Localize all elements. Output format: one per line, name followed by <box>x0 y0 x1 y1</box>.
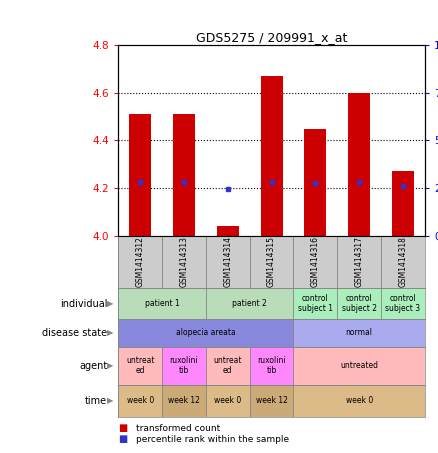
Text: GSM1414318: GSM1414318 <box>399 236 407 287</box>
Text: week 0: week 0 <box>346 396 373 405</box>
Text: ▶: ▶ <box>107 396 113 405</box>
Text: agent: agent <box>79 361 107 371</box>
Bar <box>118 319 293 347</box>
Text: ■: ■ <box>118 423 127 433</box>
Text: week 0: week 0 <box>214 396 241 405</box>
Bar <box>381 236 425 288</box>
Text: control
subject 1: control subject 1 <box>298 294 333 313</box>
Bar <box>118 385 162 417</box>
Text: normal: normal <box>346 328 373 337</box>
Text: GSM1414313: GSM1414313 <box>180 236 188 287</box>
Text: ruxolini
tib: ruxolini tib <box>170 356 198 376</box>
Bar <box>250 236 293 288</box>
Bar <box>217 226 239 236</box>
Text: GSM1414312: GSM1414312 <box>136 236 145 287</box>
Text: control
subject 2: control subject 2 <box>342 294 377 313</box>
Text: percentile rank within the sample: percentile rank within the sample <box>136 435 289 444</box>
Text: ■: ■ <box>118 434 127 444</box>
Bar <box>381 288 425 319</box>
Bar <box>206 236 250 288</box>
Bar <box>206 347 250 385</box>
Bar <box>337 236 381 288</box>
Text: week 0: week 0 <box>127 396 154 405</box>
Text: week 12: week 12 <box>168 396 200 405</box>
Text: individual: individual <box>60 299 107 308</box>
Text: alopecia areata: alopecia areata <box>176 328 236 337</box>
Text: GSM1414317: GSM1414317 <box>355 236 364 287</box>
Bar <box>293 319 425 347</box>
Text: untreat
ed: untreat ed <box>126 356 155 376</box>
Text: control
subject 3: control subject 3 <box>385 294 420 313</box>
Bar <box>250 347 293 385</box>
Text: patient 2: patient 2 <box>232 299 267 308</box>
Text: untreated: untreated <box>340 361 378 370</box>
Bar <box>129 114 151 236</box>
Text: ruxolini
tib: ruxolini tib <box>257 356 286 376</box>
Text: ▶: ▶ <box>107 299 113 308</box>
Bar <box>293 288 337 319</box>
Text: GSM1414315: GSM1414315 <box>267 236 276 287</box>
Text: week 12: week 12 <box>256 396 287 405</box>
Bar <box>392 171 414 236</box>
Bar <box>293 385 425 417</box>
Bar <box>206 385 250 417</box>
Bar <box>261 76 283 236</box>
Bar <box>162 236 206 288</box>
Bar <box>173 114 195 236</box>
Bar <box>118 236 162 288</box>
Bar <box>293 347 425 385</box>
Bar <box>162 385 206 417</box>
Text: disease state: disease state <box>42 328 107 338</box>
Bar <box>293 236 337 288</box>
Bar <box>337 288 381 319</box>
Text: GSM1414314: GSM1414314 <box>223 236 232 287</box>
Text: ▶: ▶ <box>107 328 113 337</box>
Text: transformed count: transformed count <box>136 424 220 433</box>
Bar <box>206 288 293 319</box>
Text: untreat
ed: untreat ed <box>213 356 242 376</box>
Text: time: time <box>85 396 107 406</box>
Bar <box>304 129 326 236</box>
Title: GDS5275 / 209991_x_at: GDS5275 / 209991_x_at <box>196 31 347 44</box>
Text: GSM1414316: GSM1414316 <box>311 236 320 287</box>
Bar <box>118 347 162 385</box>
Bar <box>118 288 206 319</box>
Bar <box>348 93 370 236</box>
Bar <box>162 347 206 385</box>
Text: patient 1: patient 1 <box>145 299 180 308</box>
Bar <box>250 385 293 417</box>
Text: ▶: ▶ <box>107 361 113 370</box>
